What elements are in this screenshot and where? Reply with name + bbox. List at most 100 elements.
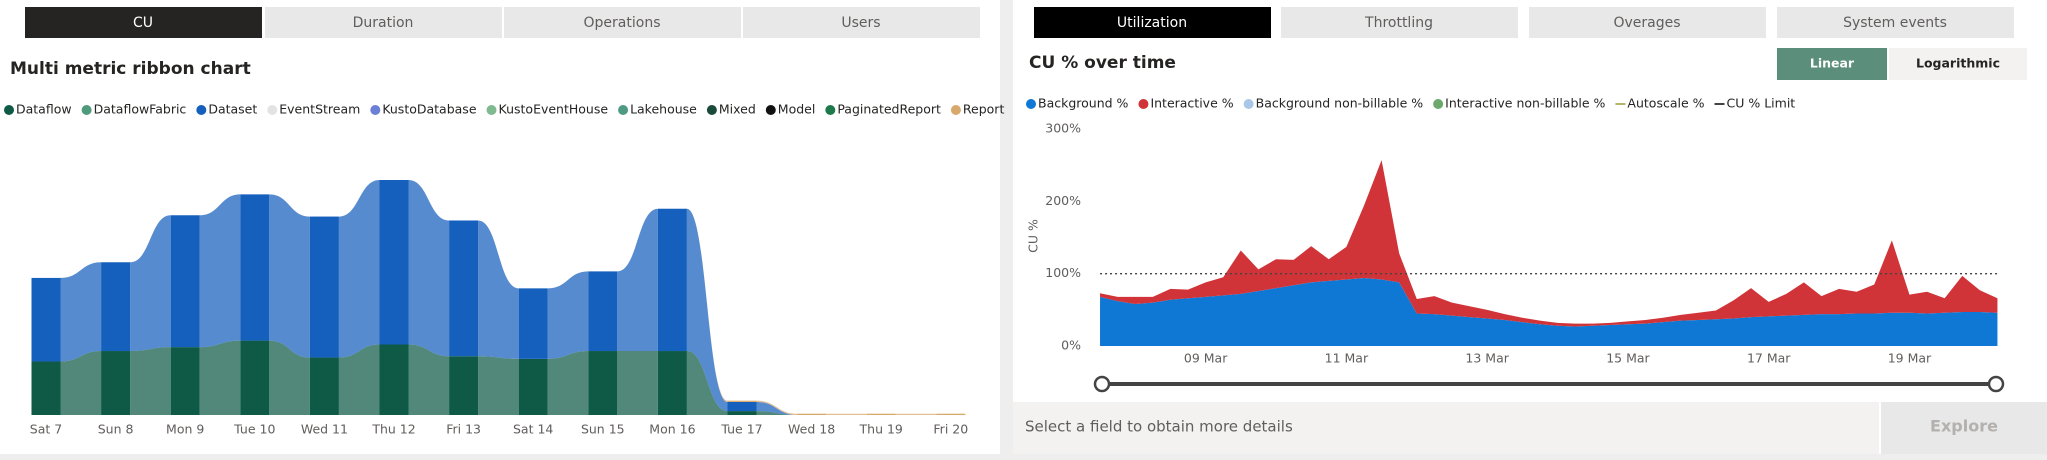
tab-label[interactable]: Duration [353,15,414,31]
ribbon-column [31,361,61,415]
legend-label[interactable]: Lakehouse [630,102,697,117]
ribbon [60,262,102,362]
scale-button-label[interactable]: Logarithmic [1916,56,2000,71]
ribbon-column [657,208,687,352]
ribbon [130,215,171,352]
ribbon [686,208,728,412]
ribbon-column [588,271,618,352]
legend-label[interactable]: Mixed [719,102,756,117]
ribbon-column [240,340,270,415]
tab-label[interactable]: CU [133,15,153,31]
ribbon [269,194,310,358]
legend-marker [950,105,961,115]
ribbon [826,413,867,415]
ribbon-column [727,411,757,415]
ribbon [478,220,519,359]
x-tick-label: Thu 12 [371,422,415,437]
tab-label[interactable]: Utilization [1117,15,1187,31]
ribbon [756,400,798,415]
legend-marker [4,105,14,115]
x-tick-label: Sun 8 [98,422,134,437]
tab[interactable] [25,7,262,38]
x-tick-label: Sat 7 [30,422,62,437]
ribbon [895,413,937,415]
y-tick-label: 300% [1045,121,1081,136]
legend-marker [1433,99,1444,109]
legend-label[interactable]: DataflowFabric [94,102,187,117]
ribbon [478,356,519,415]
tab[interactable] [504,7,741,38]
legend-label[interactable]: PaginatedReport [837,102,941,117]
tab[interactable] [1281,7,1518,38]
ribbon-column [101,351,131,415]
ribbon-column [170,347,200,415]
y-tick-label: 100% [1045,265,1081,280]
scale-button[interactable] [1777,48,1887,80]
legend-label[interactable]: KustoDatabase [382,102,477,117]
x-tick-label: Tue 10 [233,422,275,437]
ribbon [686,351,728,415]
legend-marker [618,105,629,115]
legend-label[interactable]: Dataflow [16,102,72,117]
tab-label[interactable]: Overages [1613,15,1680,31]
legend-label[interactable]: Background non-billable % [1256,96,1424,111]
legend-label[interactable]: Background % [1038,96,1129,111]
scale-button[interactable] [1889,48,2027,80]
y-tick-label: 0% [1061,338,1081,353]
legend-marker [1138,99,1149,109]
legend-label[interactable]: Dataset [208,102,257,117]
legend-marker [370,105,381,115]
x-tick-label: Mon 16 [649,422,695,437]
ribbon-column [101,262,131,352]
tab-label[interactable]: System events [1843,15,1947,31]
slider-handle[interactable] [1093,375,1111,393]
x-tick-label: 13 Mar [1465,351,1509,366]
area [1100,278,1998,346]
ribbon [130,347,171,415]
ribbon [338,344,380,415]
x-tick-label: Mon 9 [166,422,204,437]
legend-marker [765,105,776,115]
ribbon [338,180,380,358]
x-tick-label: Wed 11 [301,422,348,437]
tab[interactable] [1529,7,1766,38]
x-tick-label: Tue 17 [720,422,762,437]
tab[interactable] [743,7,980,38]
ribbon-column [936,413,966,415]
ribbon [617,208,658,352]
tab-label[interactable]: Operations [584,15,661,31]
ribbon-column [379,344,409,415]
ribbon-column [449,220,479,357]
legend-label[interactable]: Interactive % [1150,96,1233,111]
scale-button-label[interactable]: Linear [1810,56,1855,71]
legend-label[interactable]: CU % Limit [1727,96,1796,111]
legend-label[interactable]: Interactive non-billable % [1445,96,1605,111]
explore-label[interactable]: Explore [1930,417,1998,436]
tab-label[interactable]: Users [841,15,880,31]
ribbon-column [31,277,61,362]
y-tick-label: 200% [1045,193,1081,208]
x-tick-label: 15 Mar [1606,351,1650,366]
ribbon-column [727,400,757,402]
ribbon [408,180,450,357]
tab[interactable] [1034,7,1271,38]
tab-label[interactable]: Throttling [1364,15,1433,31]
legend-label[interactable]: Autoscale % [1627,96,1704,111]
legend-marker [1243,99,1254,109]
ribbon [547,271,589,359]
ribbon-column [309,216,339,358]
legend-label[interactable]: Report [963,102,1005,117]
area [1100,160,1998,327]
legend-label[interactable]: Model [778,102,816,117]
tab[interactable] [1777,7,2014,38]
ribbon-column [518,288,548,359]
legend-marker [81,105,92,115]
x-tick-label: Fri 20 [933,422,968,437]
ribbon-column [449,356,479,415]
legend-label[interactable]: EventStream [279,102,360,117]
tab[interactable] [265,7,502,38]
legend-label[interactable]: KustoEventHouse [499,102,609,117]
ribbon [547,351,589,415]
slider-handle[interactable] [1987,375,2005,393]
explore-button[interactable] [1881,402,2047,454]
